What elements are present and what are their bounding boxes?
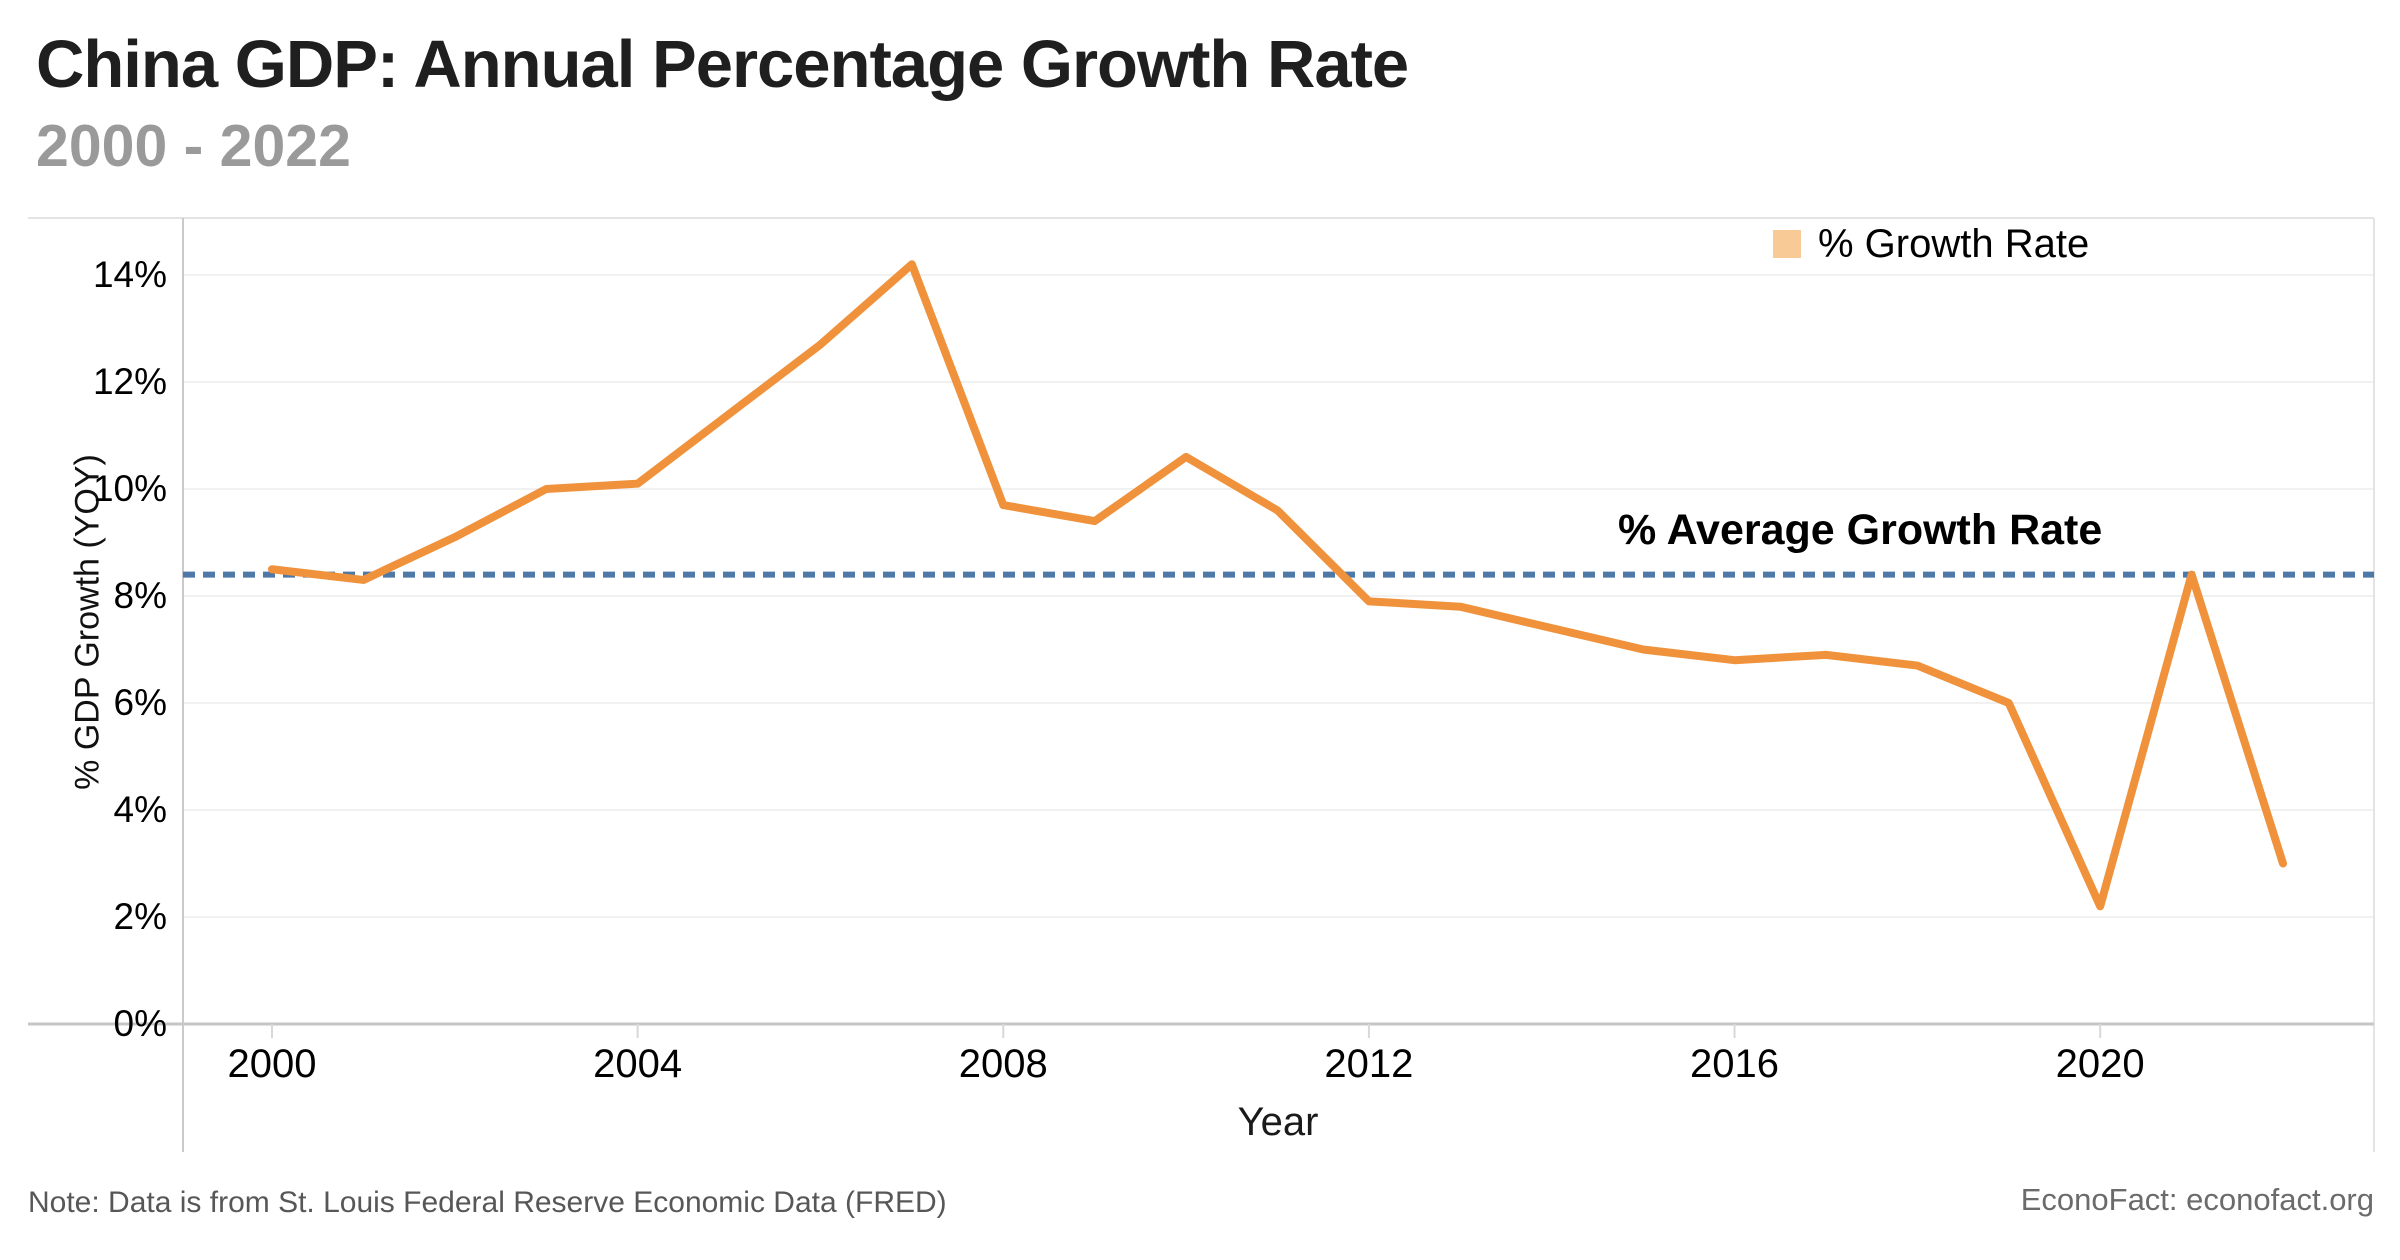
page-title: China GDP: Annual Percentage Growth Rate xyxy=(36,27,1409,102)
x-tick-label: 2000 xyxy=(227,1042,317,1086)
x-axis-title: Year xyxy=(1237,1100,1319,1144)
legend-label: % Growth Rate xyxy=(1818,222,2090,266)
legend-swatch-icon xyxy=(1773,230,1801,258)
x-tick-label: 2012 xyxy=(1324,1042,1414,1086)
source-note: Note: Data is from St. Louis Federal Res… xyxy=(28,1186,947,1219)
page-subtitle: 2000 - 2022 xyxy=(36,113,351,179)
x-tick-label: 2020 xyxy=(2055,1042,2145,1086)
econofact-credit: EconoFact: econofact.org xyxy=(2020,1182,2374,1217)
y-tick-label: 10% xyxy=(92,468,167,509)
y-tick-label: 6% xyxy=(113,682,167,723)
y-tick-label: 12% xyxy=(92,361,167,402)
x-tick-label: 2008 xyxy=(958,1042,1048,1086)
average-growth-rate-annotation: % Average Growth Rate xyxy=(1618,506,2103,554)
x-tick-label: 2016 xyxy=(1690,1042,1780,1086)
growth-rate-line xyxy=(268,260,2287,911)
x-tick-label: 2004 xyxy=(593,1042,683,1086)
y-tick-label: 4% xyxy=(113,789,167,830)
y-tick-label: 14% xyxy=(92,254,167,295)
y-tick-label: 0% xyxy=(113,1003,167,1044)
y-tick-label: 8% xyxy=(113,575,167,616)
y-tick-label: 2% xyxy=(113,896,167,937)
